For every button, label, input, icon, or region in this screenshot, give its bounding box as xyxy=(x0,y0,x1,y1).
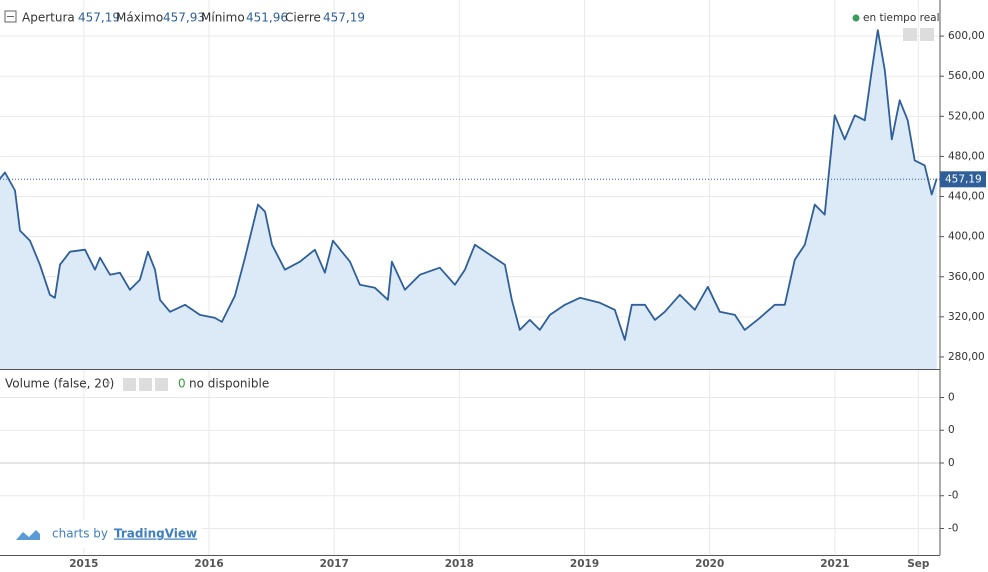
settings-icon[interactable] xyxy=(123,378,136,391)
x-tick-label: 2019 xyxy=(570,558,599,570)
ohlc-label: Cierre xyxy=(285,11,321,25)
x-tick-label: 2017 xyxy=(320,558,349,570)
y-tick-label: 400,00 xyxy=(948,231,985,243)
ohlc-value: 457,19 xyxy=(78,11,120,25)
status: en tiempo real xyxy=(863,12,940,24)
x-tick-label: 2021 xyxy=(820,558,849,570)
brand-logo[interactable] xyxy=(16,530,40,540)
format-icon[interactable] xyxy=(139,378,152,391)
last-price-label: 457,19 xyxy=(945,173,982,185)
lock-icon[interactable] xyxy=(920,28,934,41)
y-tick-label: 320,00 xyxy=(948,311,985,323)
volume-note: no disponible xyxy=(189,377,269,391)
volume-value: 0 xyxy=(178,377,186,391)
price-line xyxy=(0,29,938,341)
y-tick-label: 520,00 xyxy=(948,110,985,122)
x-tick-label: 2016 xyxy=(194,558,223,570)
ohlc-label: Máximo xyxy=(116,11,163,25)
axes: 2015 2016 2017 2018 2019 2020 2021 Sep 280,00 320… xyxy=(69,30,986,570)
last-price-tag xyxy=(940,171,986,188)
scale-icon[interactable] xyxy=(903,28,917,41)
x-tick-label: 2018 xyxy=(445,558,474,570)
ohlc-label: Mínimo xyxy=(201,11,245,25)
y-tick-label: 600,00 xyxy=(948,30,985,42)
area-fill xyxy=(0,30,937,369)
y-tick-label: 360,00 xyxy=(948,271,985,283)
x-tick-label: 2015 xyxy=(69,558,98,570)
ohlc-value: 451,96 xyxy=(246,11,288,25)
brand-prefix: charts by xyxy=(52,527,108,541)
y-tick-label: 0 xyxy=(948,424,955,436)
y-tick-label: -0 xyxy=(948,490,958,502)
ohlc-value: 457,19 xyxy=(323,11,365,25)
volume-title: Volume (false, 20) xyxy=(5,377,114,391)
x-tick-label: Sep xyxy=(907,558,930,570)
y-tick-label: 480,00 xyxy=(948,150,985,162)
y-tick-label: 0 xyxy=(948,392,955,404)
y-tick-label: 560,00 xyxy=(948,70,985,82)
plot xyxy=(0,29,940,369)
y-tick-label: 280,00 xyxy=(948,351,985,363)
brand-link[interactable]: TradingView xyxy=(114,527,197,541)
ohlc-value: 457,93 xyxy=(163,11,205,25)
x-tick-label: 2020 xyxy=(695,558,724,570)
y-tick-label: 0 xyxy=(948,457,955,469)
ohlc-label: Apertura xyxy=(22,11,75,25)
y-tick-label: -0 xyxy=(948,522,958,534)
status-dot xyxy=(852,14,860,22)
close-icon[interactable] xyxy=(155,378,168,391)
y-tick-label: 440,00 xyxy=(948,191,985,203)
dropdown-arrow[interactable] xyxy=(105,382,111,385)
